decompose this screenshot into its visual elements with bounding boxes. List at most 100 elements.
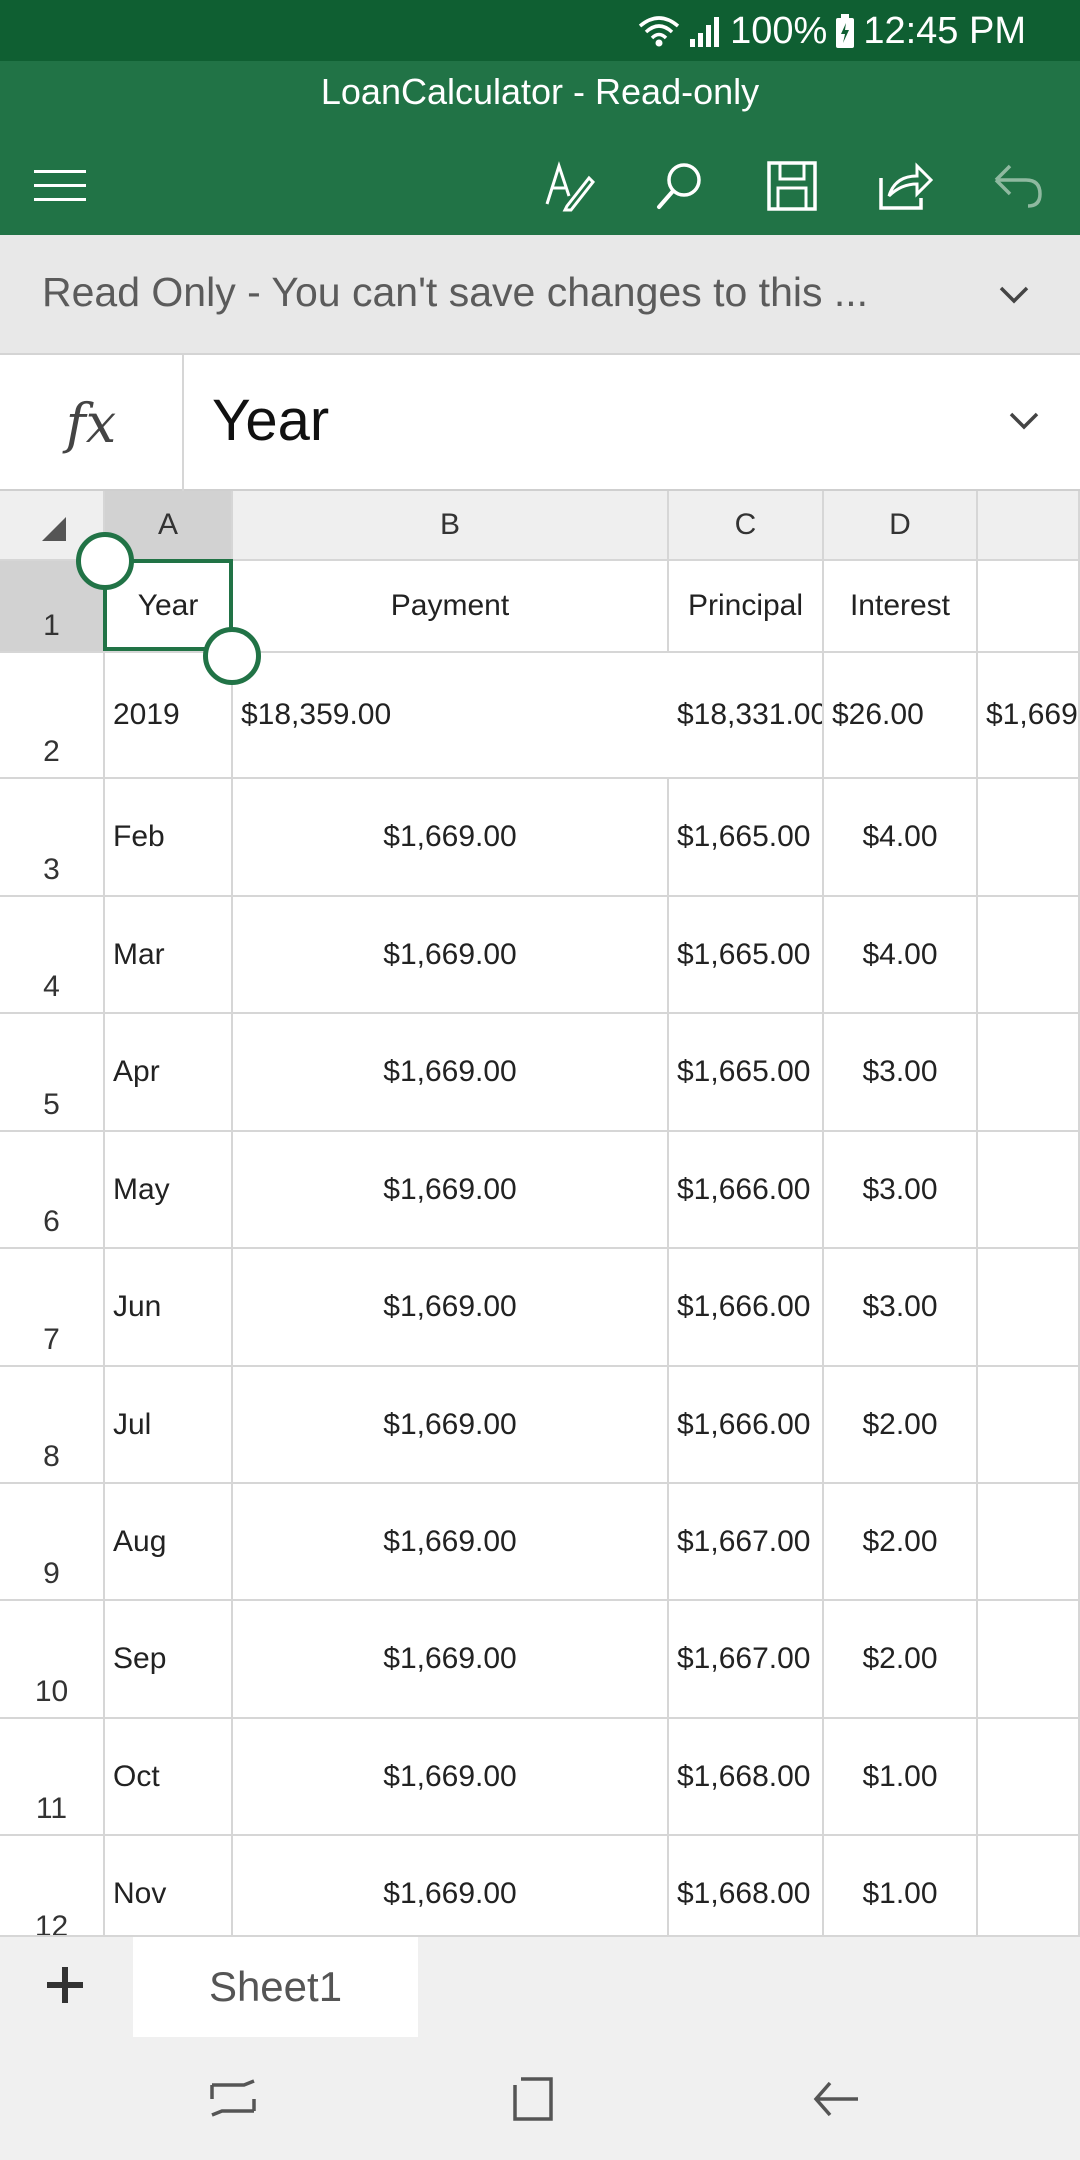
cell-b6[interactable]: $1,669.00 — [233, 1132, 669, 1249]
cell-b7[interactable]: $1,669.00 — [233, 1249, 669, 1367]
menu-button[interactable] — [17, 145, 103, 231]
spreadsheet-grid[interactable]: A B C D 1 Year Payment Principal Interest 2 2019 $1… — [0, 491, 1080, 1935]
cell-e9[interactable] — [978, 1484, 1080, 1601]
cell-c8[interactable]: $1,666.00 — [669, 1367, 824, 1484]
column-header-e[interactable] — [978, 491, 1080, 561]
cell-c7[interactable]: $1,666.00 — [669, 1249, 824, 1367]
back-button[interactable] — [797, 2061, 877, 2141]
formula-expand-button[interactable] — [998, 397, 1050, 449]
undo-button[interactable] — [975, 145, 1061, 231]
home-button[interactable] — [495, 2061, 575, 2141]
save-button[interactable] — [749, 145, 835, 231]
cell-a9[interactable]: Aug — [105, 1484, 233, 1601]
cell-b12[interactable]: $1,669.00 — [233, 1836, 669, 1935]
cell-a2[interactable]: 2019 — [105, 653, 233, 779]
row-header[interactable]: 5 — [0, 1014, 105, 1132]
status-indicators: 100% 12:45 PM — [638, 8, 1026, 54]
cell-d4[interactable]: $4.00 — [824, 897, 978, 1014]
cell-d10[interactable]: $2.00 — [824, 1601, 978, 1719]
cell-a8[interactable]: Jul — [105, 1367, 233, 1484]
cell-c5[interactable]: $1,665.00 — [669, 1014, 824, 1132]
row-header[interactable]: 6 — [0, 1132, 105, 1249]
cell-d12[interactable]: $1.00 — [824, 1836, 978, 1935]
cell-e6[interactable] — [978, 1132, 1080, 1249]
cell-d2[interactable]: $26.00 — [824, 653, 978, 779]
selection-handle-start[interactable] — [76, 532, 134, 590]
cell-e11[interactable] — [978, 1719, 1080, 1836]
cell-e7[interactable] — [978, 1249, 1080, 1367]
cell-b11[interactable]: $1,669.00 — [233, 1719, 669, 1836]
plus-icon — [45, 1965, 85, 2010]
cell-e4[interactable] — [978, 897, 1080, 1014]
cell-c10[interactable]: $1,667.00 — [669, 1601, 824, 1719]
row-header[interactable]: 2 — [0, 653, 105, 779]
cell-c4[interactable]: $1,665.00 — [669, 897, 824, 1014]
row-number: 11 — [35, 1792, 68, 1825]
cell-e10[interactable] — [978, 1601, 1080, 1719]
row-header[interactable]: 12 — [0, 1836, 105, 1935]
read-only-banner[interactable]: Read Only - You can't save changes to th… — [0, 235, 1080, 355]
row-header[interactable]: 3 — [0, 779, 105, 897]
cell-e12[interactable] — [978, 1836, 1080, 1935]
cell-a4[interactable]: Mar — [105, 897, 233, 1014]
cell-b8[interactable]: $1,669.00 — [233, 1367, 669, 1484]
row-header[interactable]: 10 — [0, 1601, 105, 1719]
column-header-d[interactable]: D — [824, 491, 978, 561]
cell-b3[interactable]: $1,669.00 — [233, 779, 669, 897]
column-header-b[interactable]: B — [233, 491, 669, 561]
cell-e1[interactable] — [978, 561, 1080, 653]
search-button[interactable] — [637, 145, 723, 231]
row-header[interactable]: 11 — [0, 1719, 105, 1836]
row-header[interactable]: 9 — [0, 1484, 105, 1601]
cell-e5[interactable] — [978, 1014, 1080, 1132]
cell-d5[interactable]: $3.00 — [824, 1014, 978, 1132]
row-number: 6 — [43, 1205, 60, 1238]
cell-c11[interactable]: $1,668.00 — [669, 1719, 824, 1836]
cell-c2[interactable]: $18,331.00 — [669, 653, 824, 779]
add-sheet-button[interactable] — [0, 1937, 130, 2037]
fx-label[interactable]: fx — [0, 355, 184, 491]
sheet-tab[interactable]: Sheet1 — [133, 1937, 418, 2037]
column-header-c[interactable]: C — [669, 491, 824, 561]
banner-expand-button[interactable] — [988, 271, 1040, 323]
row-number: 9 — [43, 1557, 60, 1590]
cell-a10[interactable]: Sep — [105, 1601, 233, 1719]
share-button[interactable] — [862, 145, 948, 231]
recent-apps-button[interactable] — [193, 2061, 273, 2141]
formula-input[interactable]: Year — [212, 388, 330, 453]
cell-e8[interactable] — [978, 1367, 1080, 1484]
cell-d7[interactable]: $3.00 — [824, 1249, 978, 1367]
cell-c12[interactable]: $1,668.00 — [669, 1836, 824, 1935]
row-header[interactable]: 8 — [0, 1367, 105, 1484]
cell-e2[interactable]: $1,669 — [978, 653, 1080, 779]
cell-b9[interactable]: $1,669.00 — [233, 1484, 669, 1601]
cell-d6[interactable]: $3.00 — [824, 1132, 978, 1249]
row-header[interactable]: 4 — [0, 897, 105, 1014]
cell-e3[interactable] — [978, 779, 1080, 897]
cell-a6[interactable]: May — [105, 1132, 233, 1249]
cell-b10[interactable]: $1,669.00 — [233, 1601, 669, 1719]
cell-d3[interactable]: $4.00 — [824, 779, 978, 897]
cell-b2[interactable]: $18,359.00 — [233, 653, 669, 779]
cell-b5[interactable]: $1,669.00 — [233, 1014, 669, 1132]
cell-b4[interactable]: $1,669.00 — [233, 897, 669, 1014]
cell-d1[interactable]: Interest — [824, 561, 978, 653]
row-number: 2 — [43, 735, 60, 768]
cell-d11[interactable]: $1.00 — [824, 1719, 978, 1836]
cell-c3[interactable]: $1,665.00 — [669, 779, 824, 897]
cell-c6[interactable]: $1,666.00 — [669, 1132, 824, 1249]
cell-a7[interactable]: Jun — [105, 1249, 233, 1367]
row-header[interactable]: 7 — [0, 1249, 105, 1367]
cell-d9[interactable]: $2.00 — [824, 1484, 978, 1601]
cell-a5[interactable]: Apr — [105, 1014, 233, 1132]
selection-handle-end[interactable] — [203, 627, 261, 685]
cell-b1[interactable]: Payment — [233, 561, 669, 653]
cell-a11[interactable]: Oct — [105, 1719, 233, 1836]
cell-a12[interactable]: Nov — [105, 1836, 233, 1935]
cell-d8[interactable]: $2.00 — [824, 1367, 978, 1484]
cell-c1[interactable]: Principal — [669, 561, 824, 653]
row-number: 8 — [43, 1440, 60, 1473]
cell-c9[interactable]: $1,667.00 — [669, 1484, 824, 1601]
cell-a3[interactable]: Feb — [105, 779, 233, 897]
edit-button[interactable] — [526, 145, 612, 231]
